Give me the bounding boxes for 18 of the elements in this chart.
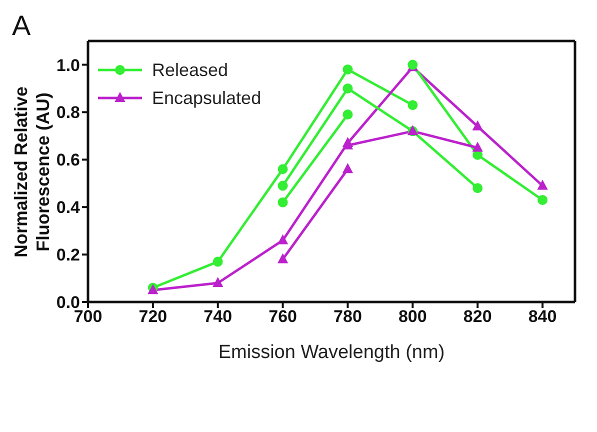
x-axis-title: Emission Wavelength (nm) <box>218 342 445 363</box>
y-tick-label: 0.6 <box>56 150 80 170</box>
x-tick-label: 760 <box>268 307 297 326</box>
y-tick-label: 0.4 <box>56 198 81 218</box>
legend-label: Released <box>152 59 228 82</box>
y-tick-label: 1.0 <box>56 56 80 75</box>
y-tick-label: 0.2 <box>56 246 80 265</box>
x-tick-label: 720 <box>138 307 168 326</box>
x-tick-label: 780 <box>334 307 362 326</box>
chart-title: A <box>12 10 31 42</box>
x-tick-label: 840 <box>528 307 557 326</box>
x-tick-label: 740 <box>204 307 232 326</box>
x-tick-label: 700 <box>74 307 102 326</box>
legend-label: Encapsulated <box>152 87 262 110</box>
y-axis-title: Normalized Relative Fluorescence (AU) <box>10 85 54 260</box>
x-tick-label: 820 <box>463 307 492 326</box>
x-tick-label: 800 <box>398 307 427 326</box>
y-tick-label: 0.8 <box>56 103 80 122</box>
